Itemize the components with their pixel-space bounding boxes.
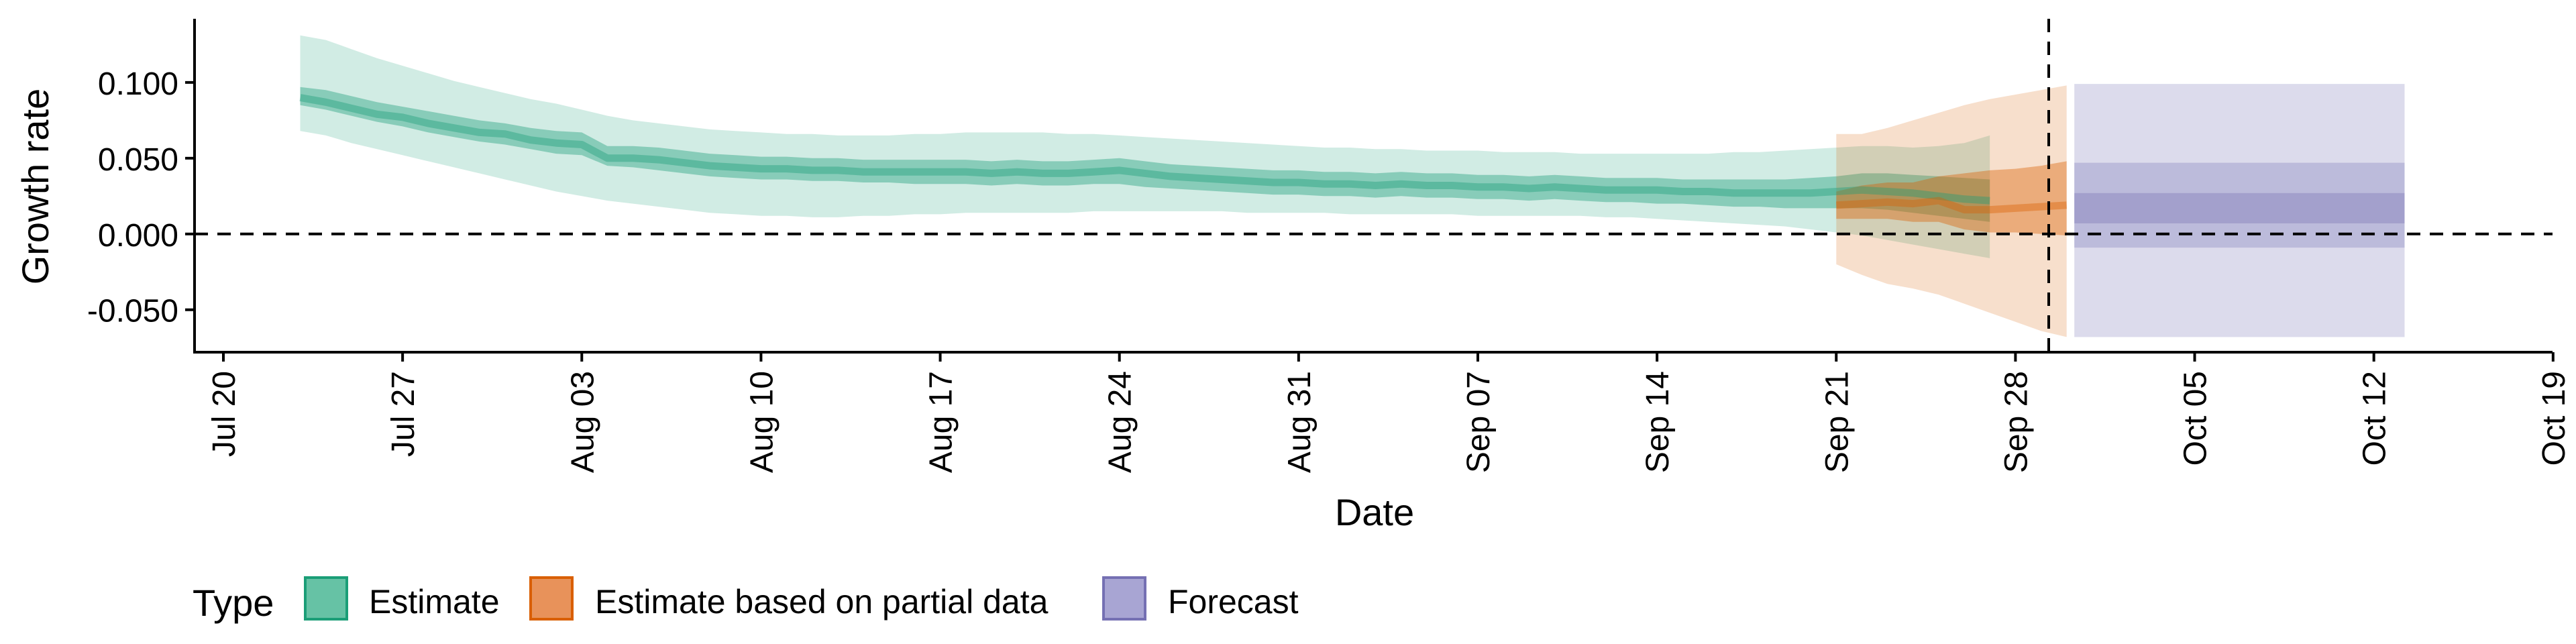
y-tick-label: -0.050 <box>87 294 178 329</box>
legend: Type Estimate Estimate based on partial d… <box>193 576 1299 624</box>
estimate-outer-band <box>300 35 1990 258</box>
y-tick-label: 0.050 <box>98 142 178 178</box>
confidence-bands <box>300 35 2405 337</box>
x-tick-label: Aug 31 <box>1282 371 1318 473</box>
legend-label: Forecast <box>1168 583 1299 621</box>
x-tick-label: Oct 19 <box>2536 371 2572 466</box>
y-tick-label: 0.000 <box>98 218 178 254</box>
x-tick-label: Aug 17 <box>924 371 959 473</box>
legend-title: Type <box>193 582 274 624</box>
legend-key <box>1102 576 1146 621</box>
y-axis-title: Growth rate <box>14 89 56 285</box>
legend-key <box>304 576 348 621</box>
forecast-outer-band <box>2074 84 2405 337</box>
axes <box>193 19 2553 354</box>
x-tick-label: Jul 20 <box>207 371 242 457</box>
x-tick-label: Oct 12 <box>2357 371 2393 466</box>
x-tick-label: Aug 03 <box>565 371 600 473</box>
x-tick-label: Sep 21 <box>1819 371 1855 473</box>
legend-label: Estimate based on partial data <box>595 583 1049 621</box>
y-tick-label: 0.100 <box>98 66 178 102</box>
x-tick-label: Oct 05 <box>2178 371 2214 466</box>
estimate-inner-band <box>300 87 1990 222</box>
legend-key <box>529 576 574 621</box>
median-lines <box>299 94 2068 214</box>
x-tick-label: Jul 27 <box>386 371 421 457</box>
estimate-based-on-partial-data-inner-band <box>1836 161 2067 235</box>
legend-items: Estimate Estimate based on partial data Fo… <box>304 576 1299 621</box>
x-tick-label: Sep 07 <box>1461 371 1497 473</box>
estimate-median-line <box>299 94 1990 205</box>
estimate-based-on-partial-data-outer-band <box>1836 85 2067 337</box>
x-tick-label: Sep 28 <box>1998 371 2034 473</box>
x-tick-label: Aug 24 <box>1103 371 1138 473</box>
x-axis-title: Date <box>1335 491 1414 533</box>
x-axis-ticks: Jul 20 Jul 27 Aug 03 Aug 10 Aug 17 Aug 24 Aug … <box>207 352 2572 473</box>
forecast-center-band <box>2074 193 2405 223</box>
x-tick-label: Sep 14 <box>1640 371 1676 473</box>
estimate-based-on-partial-data-median-line <box>1835 197 2068 214</box>
reference-lines <box>195 19 2553 352</box>
legend-label: Estimate <box>369 583 500 621</box>
x-tick-label: Aug 10 <box>744 371 780 473</box>
y-axis-ticks: -0.050 0.000 0.050 0.100 <box>87 66 195 329</box>
